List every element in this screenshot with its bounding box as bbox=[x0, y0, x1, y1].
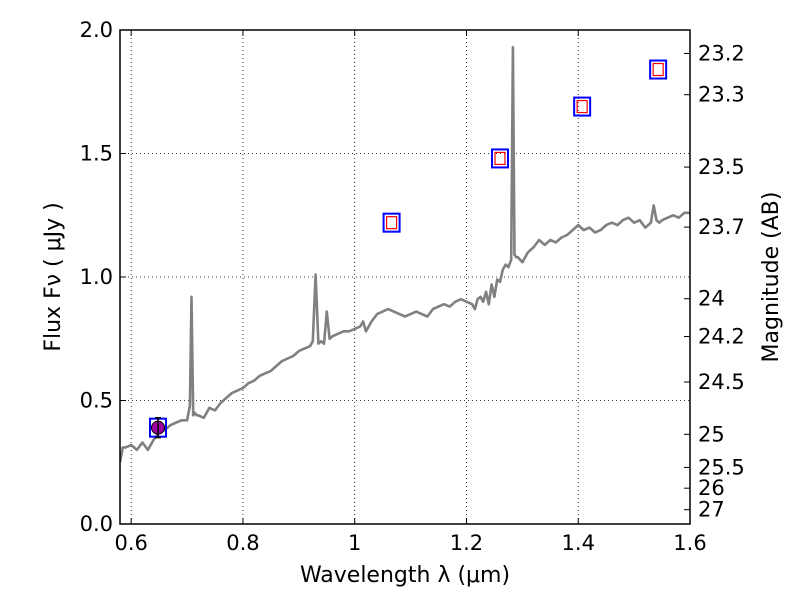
x-axis-label: Wavelength λ (μm) bbox=[300, 563, 510, 588]
x-tick-label: 1 bbox=[348, 531, 361, 555]
model-square-inner bbox=[494, 151, 506, 166]
y-tick-label: 1.0 bbox=[80, 265, 113, 289]
spectrum-line bbox=[120, 46, 690, 463]
x-tick-label: 1.6 bbox=[673, 531, 706, 555]
y2-tick-label: 23.2 bbox=[698, 41, 745, 65]
y2-tick-label: 24.2 bbox=[698, 325, 745, 349]
y-tick-label: 1.5 bbox=[80, 142, 113, 166]
y2-axis-label: Magnitude (AB) bbox=[759, 192, 784, 363]
photometry-point bbox=[149, 417, 167, 439]
y2-tick-label: 23.5 bbox=[698, 155, 745, 179]
photometry-points bbox=[149, 59, 668, 439]
model-square-inner bbox=[652, 62, 664, 77]
x-tick-label: 0.8 bbox=[226, 531, 259, 555]
model-square-inner bbox=[385, 216, 398, 230]
model-square-outer bbox=[382, 212, 401, 233]
y-tick-label: 0.5 bbox=[80, 389, 113, 413]
y2-tick-label: 27 bbox=[698, 498, 725, 522]
x-tick-label: 1.4 bbox=[562, 531, 595, 555]
y2-tick-label: 23.7 bbox=[698, 215, 745, 239]
y-tick-label: 2.0 bbox=[80, 18, 113, 42]
x-tick-label: 1.2 bbox=[450, 531, 483, 555]
grid-lines bbox=[120, 30, 690, 524]
y2-tick-label: 24.5 bbox=[698, 370, 745, 394]
model-square-outer bbox=[649, 59, 668, 80]
model-square-outer bbox=[573, 96, 592, 117]
y2-tick-label: 25.5 bbox=[698, 455, 745, 479]
photometry-point bbox=[649, 59, 668, 80]
photometry-point bbox=[491, 148, 509, 169]
y-tick-label: 0.0 bbox=[80, 512, 113, 536]
y2-tick-label: 24 bbox=[698, 287, 725, 311]
spectrum-layer bbox=[120, 46, 690, 463]
y2-tick-label: 25 bbox=[698, 422, 725, 446]
y2-tick-label: 26 bbox=[698, 476, 725, 500]
y-axis-label: Flux Fν ( μJy ) bbox=[41, 202, 66, 351]
model-square-outer bbox=[491, 148, 509, 169]
y2-tick-label: 23.3 bbox=[698, 83, 745, 107]
photometry-point bbox=[573, 96, 592, 117]
model-square-inner bbox=[576, 99, 588, 114]
axis-ticks: 0.6 0.8 1 1.2 1.4 1.6 0.0 0.5 1.0 1.5 2.0 23.2 23.3 2… bbox=[80, 18, 745, 555]
photometry-point bbox=[382, 212, 401, 233]
x-tick-label: 0.6 bbox=[114, 531, 147, 555]
